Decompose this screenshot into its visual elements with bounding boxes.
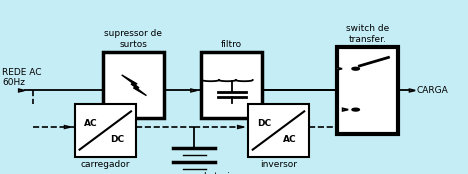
Text: carregador: carregador [80, 160, 130, 169]
Polygon shape [191, 89, 197, 92]
Polygon shape [410, 89, 415, 92]
Circle shape [352, 67, 359, 70]
Polygon shape [19, 89, 24, 92]
Bar [75, 104, 136, 157]
Bar [201, 52, 262, 118]
Text: AC: AC [283, 135, 297, 144]
Bar [337, 47, 398, 134]
Text: DC: DC [110, 135, 124, 144]
Text: DC: DC [257, 119, 271, 128]
Polygon shape [336, 67, 342, 70]
Polygon shape [238, 126, 243, 128]
Text: filtro: filtro [221, 40, 242, 49]
Text: AC: AC [84, 119, 98, 128]
Text: baterias: baterias [204, 172, 241, 174]
Bar [248, 104, 309, 157]
Text: supressor de
surtos: supressor de surtos [104, 29, 162, 49]
Circle shape [352, 108, 359, 111]
Polygon shape [343, 108, 348, 111]
Polygon shape [122, 75, 146, 96]
Text: inversor: inversor [260, 160, 297, 169]
Bar [103, 52, 164, 118]
Text: CARGA: CARGA [417, 86, 448, 95]
Text: REDE AC
60Hz: REDE AC 60Hz [2, 68, 42, 87]
Text: switch de
transfer.: switch de transfer. [346, 24, 389, 44]
Polygon shape [65, 126, 70, 128]
